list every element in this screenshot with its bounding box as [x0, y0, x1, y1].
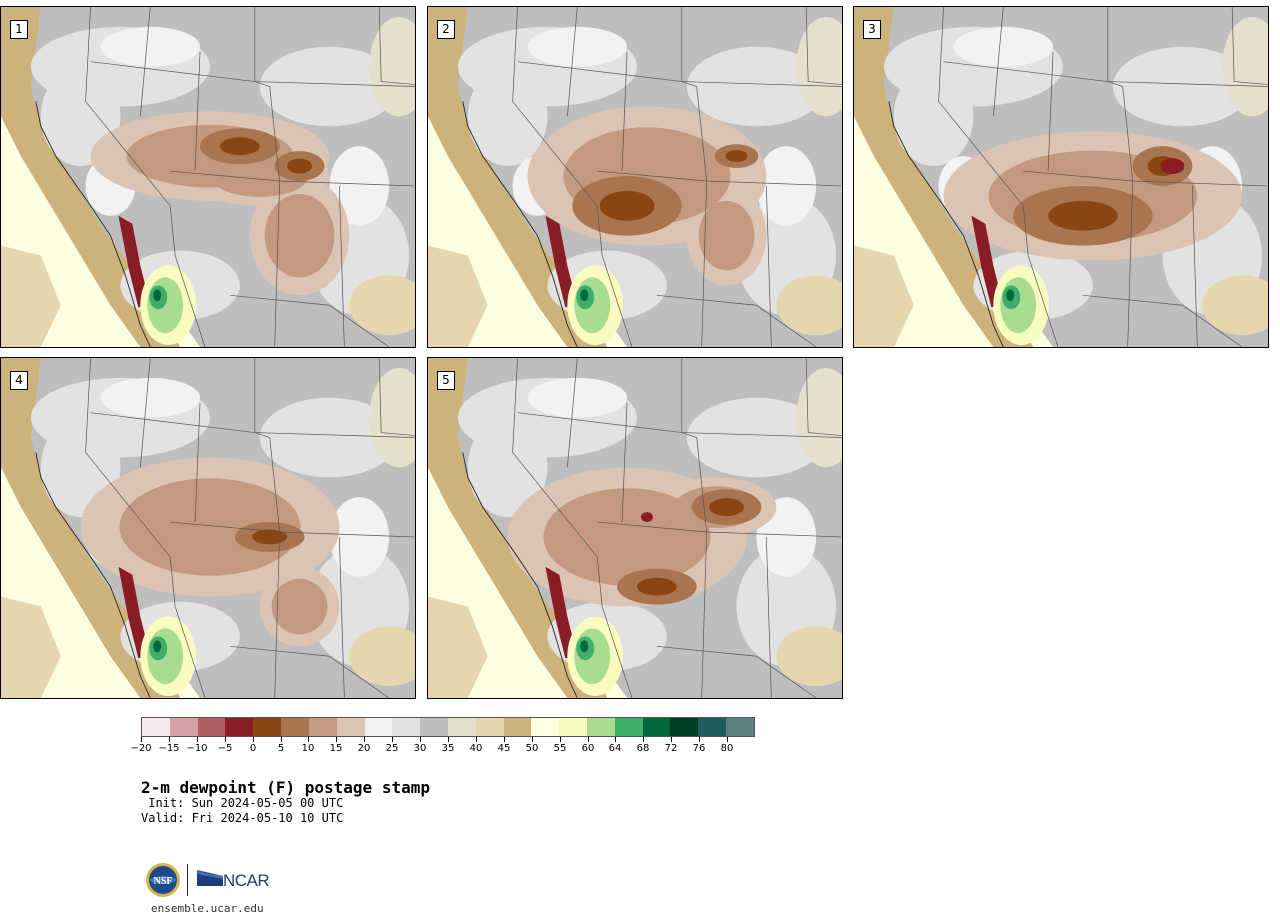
nsf-logo-text: NSF: [154, 876, 173, 887]
colorbar-tick-label: 80: [720, 743, 734, 754]
colorbar-tick: [141, 737, 142, 742]
colorbar-tick-label: 40: [469, 743, 483, 754]
map-panel-2: 2: [427, 6, 843, 348]
colorbar-swatch: [642, 718, 671, 736]
colorbar-ticks: −20 −15 −10 −5 0 5 10 15 20 25 30 35 40 45 50 55 60 64 68 7…: [130, 737, 755, 761]
chart-title: 2-m dewpoint (F) postage stamp: [141, 778, 430, 797]
panel-number: 3: [863, 20, 881, 39]
colorbar-swatch: [726, 718, 754, 736]
colorbar: [141, 717, 755, 737]
colorbar-tick: [727, 737, 728, 742]
colorbar-tick: [643, 737, 644, 742]
colorbar-tick-label: 25: [385, 743, 399, 754]
colorbar-tick-label: −20: [130, 743, 152, 754]
colorbar-tick: [281, 737, 282, 742]
map-panel-4: 4: [0, 357, 416, 699]
colorbar-swatch: [225, 718, 254, 736]
colorbar-tick: [392, 737, 393, 742]
colorbar-tick: [169, 737, 170, 742]
colorbar-tick: [699, 737, 700, 742]
colorbar-swatch: [503, 718, 532, 736]
colorbar-swatch: [197, 718, 226, 736]
colorbar-tick: [504, 737, 505, 742]
colorbar-tick-label: 60: [581, 743, 595, 754]
colorbar-tick-label: 5: [277, 743, 285, 754]
dewpoint-map: [428, 7, 842, 347]
colorbar-tick-label: 64: [608, 743, 622, 754]
colorbar-tick-label: −10: [186, 743, 208, 754]
colorbar-tick: [197, 737, 198, 742]
colorbar-tick-label: 20: [357, 743, 371, 754]
dewpoint-map: [1, 358, 415, 698]
colorbar-tick-label: 72: [664, 743, 678, 754]
dewpoint-map: [1, 7, 415, 347]
map-panel-5: 5: [427, 357, 843, 699]
logos: NSF NCAR: [145, 862, 275, 898]
colorbar-tick-label: 55: [553, 743, 567, 754]
nsf-logo-icon: NSF: [146, 863, 180, 897]
valid-time: Valid: Fri 2024-05-10 10 UTC: [141, 811, 344, 825]
init-time: Init: Sun 2024-05-05 00 UTC: [141, 796, 344, 810]
colorbar-tick-label: −15: [158, 743, 180, 754]
colorbar-swatch: [364, 718, 393, 736]
dewpoint-map: [854, 7, 1268, 347]
colorbar-tick: [308, 737, 309, 742]
colorbar-tick: [364, 737, 365, 742]
colorbar-swatch: [308, 718, 337, 736]
colorbar-swatch: [392, 718, 421, 736]
colorbar-tick-label: 50: [525, 743, 539, 754]
colorbar-tick-label: 15: [329, 743, 343, 754]
panel-number: 5: [437, 371, 455, 390]
colorbar-tick-label: 10: [301, 743, 315, 754]
colorbar-tick: [336, 737, 337, 742]
colorbar-swatch: [447, 718, 476, 736]
colorbar-swatch: [614, 718, 643, 736]
map-panel-3: 3: [853, 6, 1269, 348]
ncar-logo-text: NCAR: [223, 871, 270, 890]
colorbar-swatch: [253, 718, 282, 736]
colorbar-tick: [420, 737, 421, 742]
colorbar-tick-label: −5: [217, 743, 233, 754]
colorbar-swatch: [587, 718, 615, 736]
colorbar-swatch: [475, 718, 504, 736]
colorbar-tick: [560, 737, 561, 742]
colorbar-tick-label: 30: [413, 743, 427, 754]
site-url: ensemble.ucar.edu: [151, 902, 264, 915]
colorbar-swatch: [698, 718, 727, 736]
colorbar-swatch: [281, 718, 309, 736]
map-panel-1: 1: [0, 6, 416, 348]
colorbar-swatch: [336, 718, 365, 736]
colorbar-tick: [671, 737, 672, 742]
colorbar-tick-label: 0: [249, 743, 257, 754]
colorbar-tick: [225, 737, 226, 742]
ncar-logo-icon: [197, 870, 223, 886]
colorbar-swatch: [559, 718, 587, 736]
colorbar-swatch: [142, 718, 170, 736]
colorbar-tick: [448, 737, 449, 742]
panel-number: 2: [437, 20, 455, 39]
colorbar-tick-label: 35: [441, 743, 455, 754]
colorbar-swatch: [420, 718, 448, 736]
colorbar-tick: [588, 737, 589, 742]
colorbar-tick: [532, 737, 533, 742]
panel-number: 1: [10, 20, 28, 39]
colorbar-swatch: [670, 718, 699, 736]
dewpoint-map: [428, 358, 842, 698]
colorbar-tick-label: 45: [497, 743, 511, 754]
colorbar-tick: [253, 737, 254, 742]
colorbar-tick-label: 76: [692, 743, 706, 754]
colorbar-tick-label: 68: [636, 743, 650, 754]
panel-number: 4: [10, 371, 28, 390]
colorbar-swatch: [531, 718, 560, 736]
colorbar-tick: [476, 737, 477, 742]
colorbar-tick: [615, 737, 616, 742]
colorbar-swatch: [169, 718, 198, 736]
logo-divider: [187, 864, 188, 896]
